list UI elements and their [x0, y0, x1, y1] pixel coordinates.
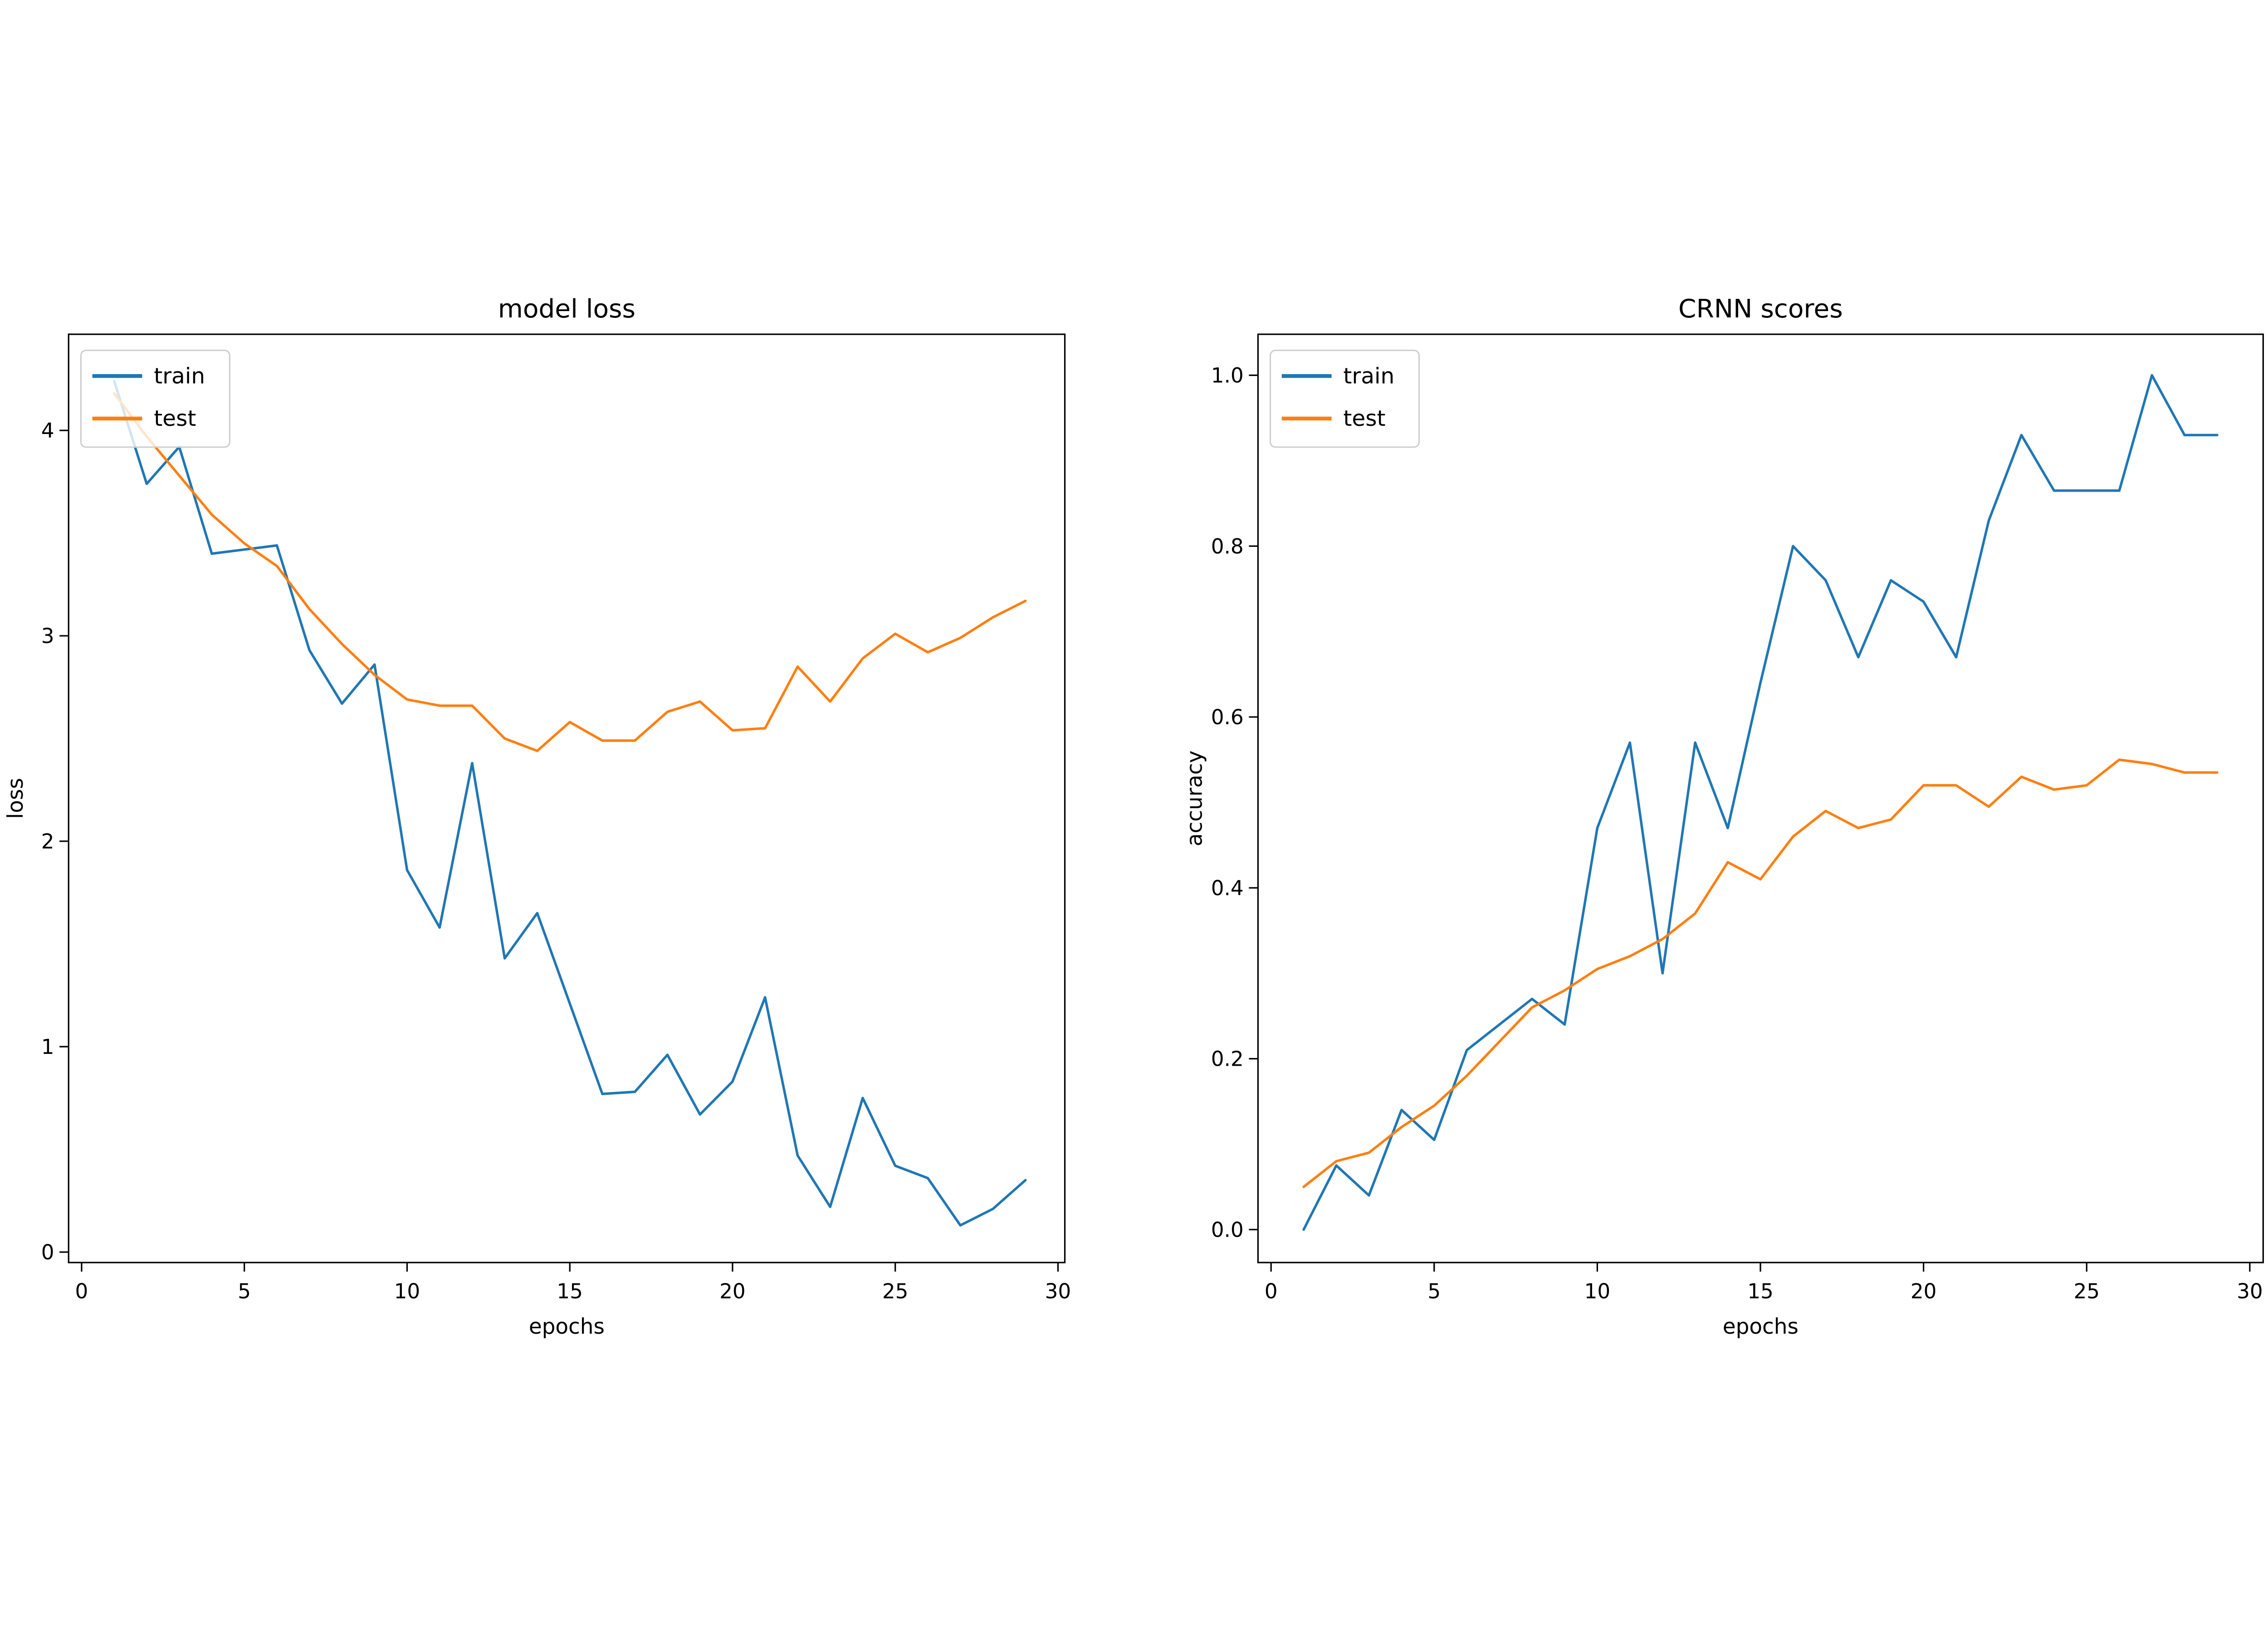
y-tick-label: 0.8: [1211, 534, 1244, 558]
x-tick-label: 10: [1584, 1279, 1611, 1303]
x-tick-label: 30: [2237, 1279, 2263, 1303]
x-tick-label: 25: [882, 1279, 909, 1303]
x-tick-label: 30: [1045, 1279, 1071, 1303]
x-tick-label: 15: [557, 1279, 583, 1303]
legend-label-test: test: [154, 406, 196, 431]
x-tick-label: 5: [238, 1279, 251, 1303]
legend-label-train: train: [154, 363, 205, 389]
y-tick-label: 0.6: [1211, 705, 1244, 729]
legend-label-test: test: [1343, 406, 1385, 431]
x-tick-label: 20: [719, 1279, 746, 1303]
chart-title: model loss: [498, 294, 635, 324]
axes-spines: [68, 333, 1066, 1263]
x-tick-label: 25: [2073, 1279, 2100, 1303]
x-tick-label: 15: [1747, 1279, 1774, 1303]
y-axis-label: accuracy: [1183, 751, 1207, 846]
series-test-line: [112, 392, 1027, 752]
y-axis-label: loss: [4, 778, 28, 819]
y-tick-label: 2: [41, 829, 54, 853]
x-axis-label: epochs: [529, 1315, 605, 1339]
chart-model-loss: 0 5 10 15 20 25 30 0 1 2 3 4 model loss epochs loss tra…: [4, 294, 1071, 1339]
legend-label-train: train: [1343, 363, 1394, 389]
x-tick-label: 20: [1911, 1279, 1937, 1303]
x-tick-label: 10: [394, 1279, 420, 1303]
y-tick-label: 3: [41, 624, 54, 648]
chart-title: CRNN scores: [1678, 294, 1843, 324]
y-tick-label: 0.2: [1211, 1047, 1244, 1071]
legend: train test: [80, 350, 230, 448]
series-train-line: [112, 380, 1027, 1227]
x-tick-label: 5: [1427, 1279, 1441, 1303]
x-axis-label: epochs: [1723, 1315, 1799, 1339]
legend: train test: [1270, 350, 1420, 448]
y-tick-label: 1: [41, 1035, 54, 1059]
series-test-line: [1302, 758, 2219, 1188]
y-tick-label: 0: [41, 1240, 54, 1264]
y-tick-label: 0.0: [1211, 1218, 1244, 1242]
y-tick-label: 0.4: [1211, 876, 1244, 900]
x-tick-label: 0: [75, 1279, 88, 1303]
x-tick-label: 0: [1265, 1279, 1278, 1303]
y-tick-label: 1.0: [1211, 364, 1244, 388]
series-train-line: [1302, 374, 2219, 1231]
chart-crnn-scores: 0 5 10 15 20 25 30 0.0 0.2 0.4 0.6 0.8 1.0 CRNN score…: [1183, 294, 2264, 1339]
y-tick-label: 4: [41, 419, 54, 443]
